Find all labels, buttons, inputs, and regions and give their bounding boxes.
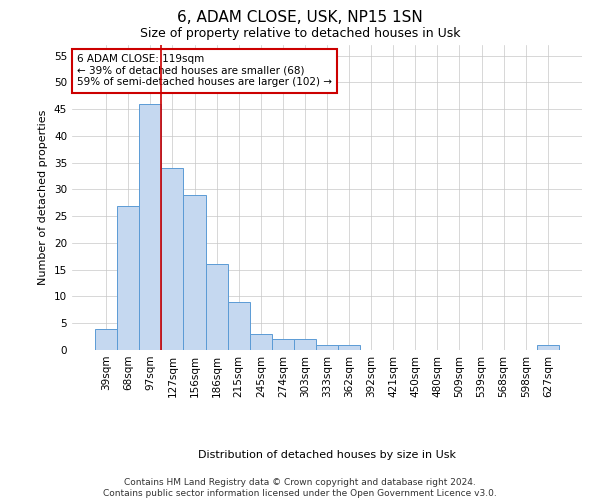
Bar	[338, 344, 360, 350]
X-axis label: Distribution of detached houses by size in Usk: Distribution of detached houses by size …	[198, 450, 456, 460]
Bar	[161, 168, 184, 350]
Bar	[294, 340, 316, 350]
Bar	[316, 344, 338, 350]
Text: 6, ADAM CLOSE, USK, NP15 1SN: 6, ADAM CLOSE, USK, NP15 1SN	[177, 10, 423, 25]
Text: Size of property relative to detached houses in Usk: Size of property relative to detached ho…	[140, 28, 460, 40]
Bar	[95, 328, 117, 350]
Bar	[184, 195, 206, 350]
Bar	[272, 340, 294, 350]
Text: Contains HM Land Registry data © Crown copyright and database right 2024.
Contai: Contains HM Land Registry data © Crown c…	[103, 478, 497, 498]
Y-axis label: Number of detached properties: Number of detached properties	[38, 110, 49, 285]
Bar	[250, 334, 272, 350]
Bar	[537, 344, 559, 350]
Bar	[206, 264, 227, 350]
Bar	[139, 104, 161, 350]
Bar	[227, 302, 250, 350]
Text: 6 ADAM CLOSE: 119sqm
← 39% of detached houses are smaller (68)
59% of semi-detac: 6 ADAM CLOSE: 119sqm ← 39% of detached h…	[77, 54, 332, 88]
Bar	[117, 206, 139, 350]
